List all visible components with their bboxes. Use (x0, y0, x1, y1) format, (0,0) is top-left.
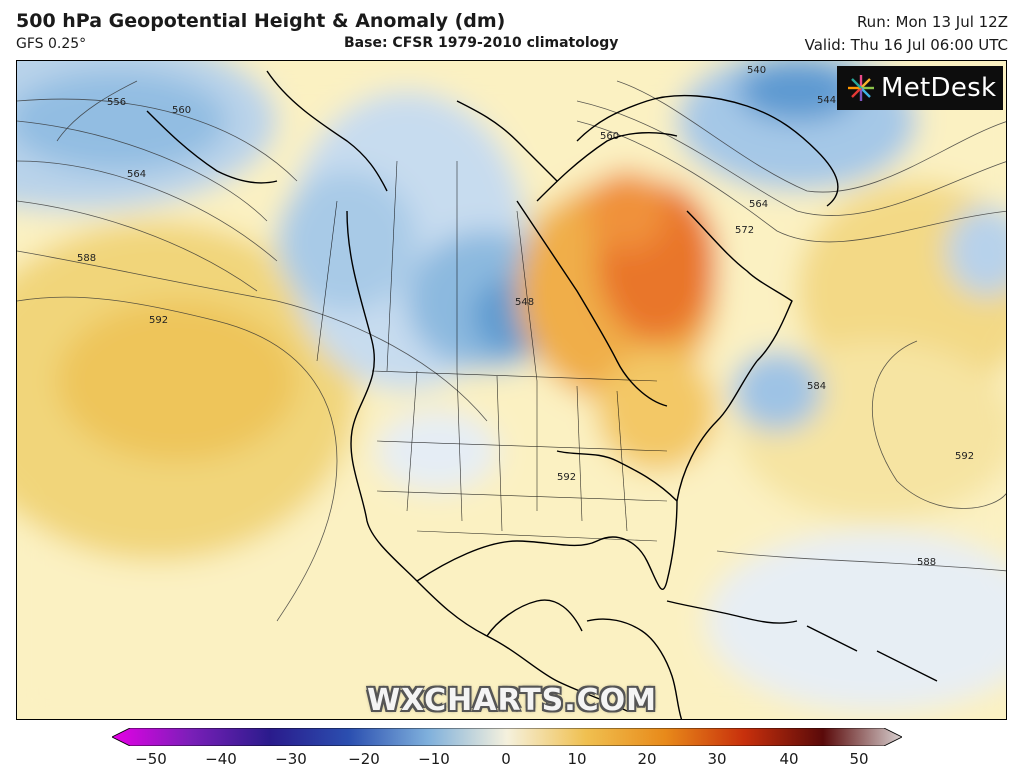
contour-label: 548 (515, 297, 534, 308)
model-label: GFS 0.25° (16, 36, 87, 52)
metdesk-logo: MetDesk (837, 66, 1003, 110)
colorbar-tick-label: 40 (779, 750, 799, 768)
colorbar-ticks: −50 −40 −30 −20 −10 0 10 20 30 40 50 (0, 746, 1024, 776)
contour-label: 592 (149, 315, 168, 326)
colorbar (112, 728, 902, 746)
anomaly-shading (17, 61, 1006, 719)
run-time-label: Run: Mon 13 Jul 12Z (856, 13, 1008, 31)
climatology-base-label: Base: CFSR 1979-2010 climatology (344, 35, 619, 51)
colorbar-tick-label: −50 (135, 750, 167, 768)
colorbar-tick-label: 20 (637, 750, 657, 768)
contour-label: 560 (172, 105, 191, 116)
contour-label: 588 (917, 557, 936, 568)
metdesk-starburst-icon (848, 75, 874, 101)
contour-label: 572 (735, 225, 754, 236)
contour-label: 556 (107, 97, 126, 108)
contour-label: 544 (817, 95, 836, 106)
map-svg: 556 560 564 588 592 540 544 548 560 564 … (17, 61, 1006, 719)
contour-label: 560 (600, 131, 619, 142)
colorbar-tick-label: 30 (707, 750, 727, 768)
contour-label: 588 (77, 253, 96, 264)
height-contours (17, 80, 1006, 622)
contour-label: 592 (955, 451, 974, 462)
valid-time-label: Valid: Thu 16 Jul 06:00 UTC (804, 36, 1008, 54)
political-borders (316, 160, 668, 542)
colorbar-tick-label: −20 (348, 750, 380, 768)
colorbar-tick-label: 10 (567, 750, 587, 768)
contour-label: 592 (557, 472, 576, 483)
coastlines (146, 70, 938, 719)
colorbar-tick-label: 0 (501, 750, 511, 768)
colorbar-tick-label: −10 (418, 750, 450, 768)
wxcharts-watermark: WXCHARTS.COM (366, 683, 658, 718)
anomaly-map: 556 560 564 588 592 540 544 548 560 564 … (16, 60, 1007, 720)
contour-labels: 556 560 564 588 592 540 544 548 560 564 … (77, 65, 974, 568)
metdesk-logo-text: MetDesk (881, 73, 997, 103)
contour-label: 584 (807, 381, 826, 392)
contour-label: 564 (749, 199, 768, 210)
colorbar-tick-label: 50 (849, 750, 869, 768)
colorbar-tick-label: −40 (205, 750, 237, 768)
colorbar-tick-label: −30 (275, 750, 307, 768)
chart-title: 500 hPa Geopotential Height & Anomaly (d… (16, 10, 506, 32)
contour-label: 564 (127, 169, 146, 180)
contour-label: 540 (747, 65, 766, 76)
